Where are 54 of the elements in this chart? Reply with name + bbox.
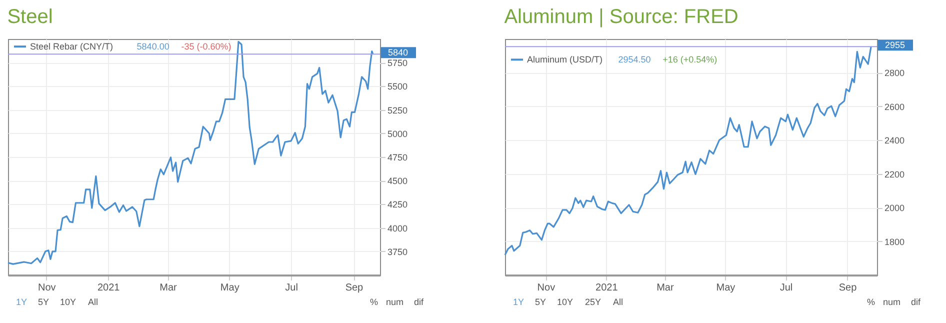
y-tick-label: 2400 — [884, 136, 905, 146]
y-tick-label: 4750 — [388, 152, 408, 162]
y-tick-label: 2200 — [884, 169, 905, 180]
y-tick-label: 1800 — [884, 236, 905, 247]
text: num — [386, 297, 404, 307]
ref-line-label: 2955 — [884, 40, 906, 50]
y-tick-label: 3750 — [388, 246, 408, 257]
y-tick-label: 2800 — [884, 68, 905, 78]
y-tick-label: 5500 — [388, 82, 408, 92]
text: All — [88, 297, 98, 307]
text: 10Y — [60, 297, 76, 307]
line-series — [504, 46, 872, 256]
text: % — [370, 297, 378, 307]
x-tick-label: Nov — [537, 282, 556, 294]
y-tick-label: 4500 — [388, 176, 408, 186]
text: 10Y — [557, 297, 574, 307]
text: 1Y — [16, 297, 28, 307]
y-tick-label: 4250 — [388, 200, 408, 210]
y-tick-label: 2000 — [884, 203, 905, 214]
ref-line-label: 5840 — [388, 48, 408, 58]
x-tick-label: Nov — [38, 282, 56, 294]
annotation: +16 (+0.54%) — [662, 54, 718, 65]
x-tick-label: Mar — [656, 282, 674, 294]
text: num — [883, 297, 901, 307]
y-tick-label: 5750 — [388, 58, 408, 68]
annotation: 2954.50 — [618, 54, 651, 65]
x-tick-label: 2021 — [596, 282, 618, 294]
y-tick-label: 5000 — [388, 128, 408, 139]
text: All — [613, 297, 624, 307]
annotation: -35 (-0.60%) — [181, 42, 232, 52]
text: 5Y — [38, 297, 50, 307]
text: 25Y — [585, 297, 602, 307]
x-tick-label: Jul — [780, 282, 793, 294]
text: 5Y — [535, 297, 546, 307]
line-series — [7, 40, 374, 265]
x-tick-label: Sep — [345, 282, 364, 294]
legend-label: Aluminum (USD/T) — [527, 54, 603, 65]
chart-title: Steel — [7, 6, 53, 28]
text: % — [867, 297, 876, 307]
annotation: 5840.00 — [136, 42, 170, 52]
x-tick-label: May — [220, 282, 240, 294]
legend-label: Steel Rebar (CNY/T) — [30, 42, 114, 52]
y-tick-label: 5250 — [388, 105, 408, 116]
x-tick-label: May — [716, 282, 736, 294]
x-tick-label: 2021 — [97, 282, 120, 294]
x-tick-label: Jul — [285, 282, 298, 294]
chart-title: Aluminum | Source: FRED — [504, 6, 738, 28]
y-tick-label: 4000 — [388, 223, 408, 234]
x-tick-label: Mar — [160, 282, 178, 294]
text: dif — [911, 297, 922, 307]
y-tick-label: 2600 — [884, 102, 905, 112]
x-tick-label: Sep — [838, 282, 858, 294]
text: dif — [414, 297, 424, 307]
text: 1Y — [513, 297, 524, 307]
